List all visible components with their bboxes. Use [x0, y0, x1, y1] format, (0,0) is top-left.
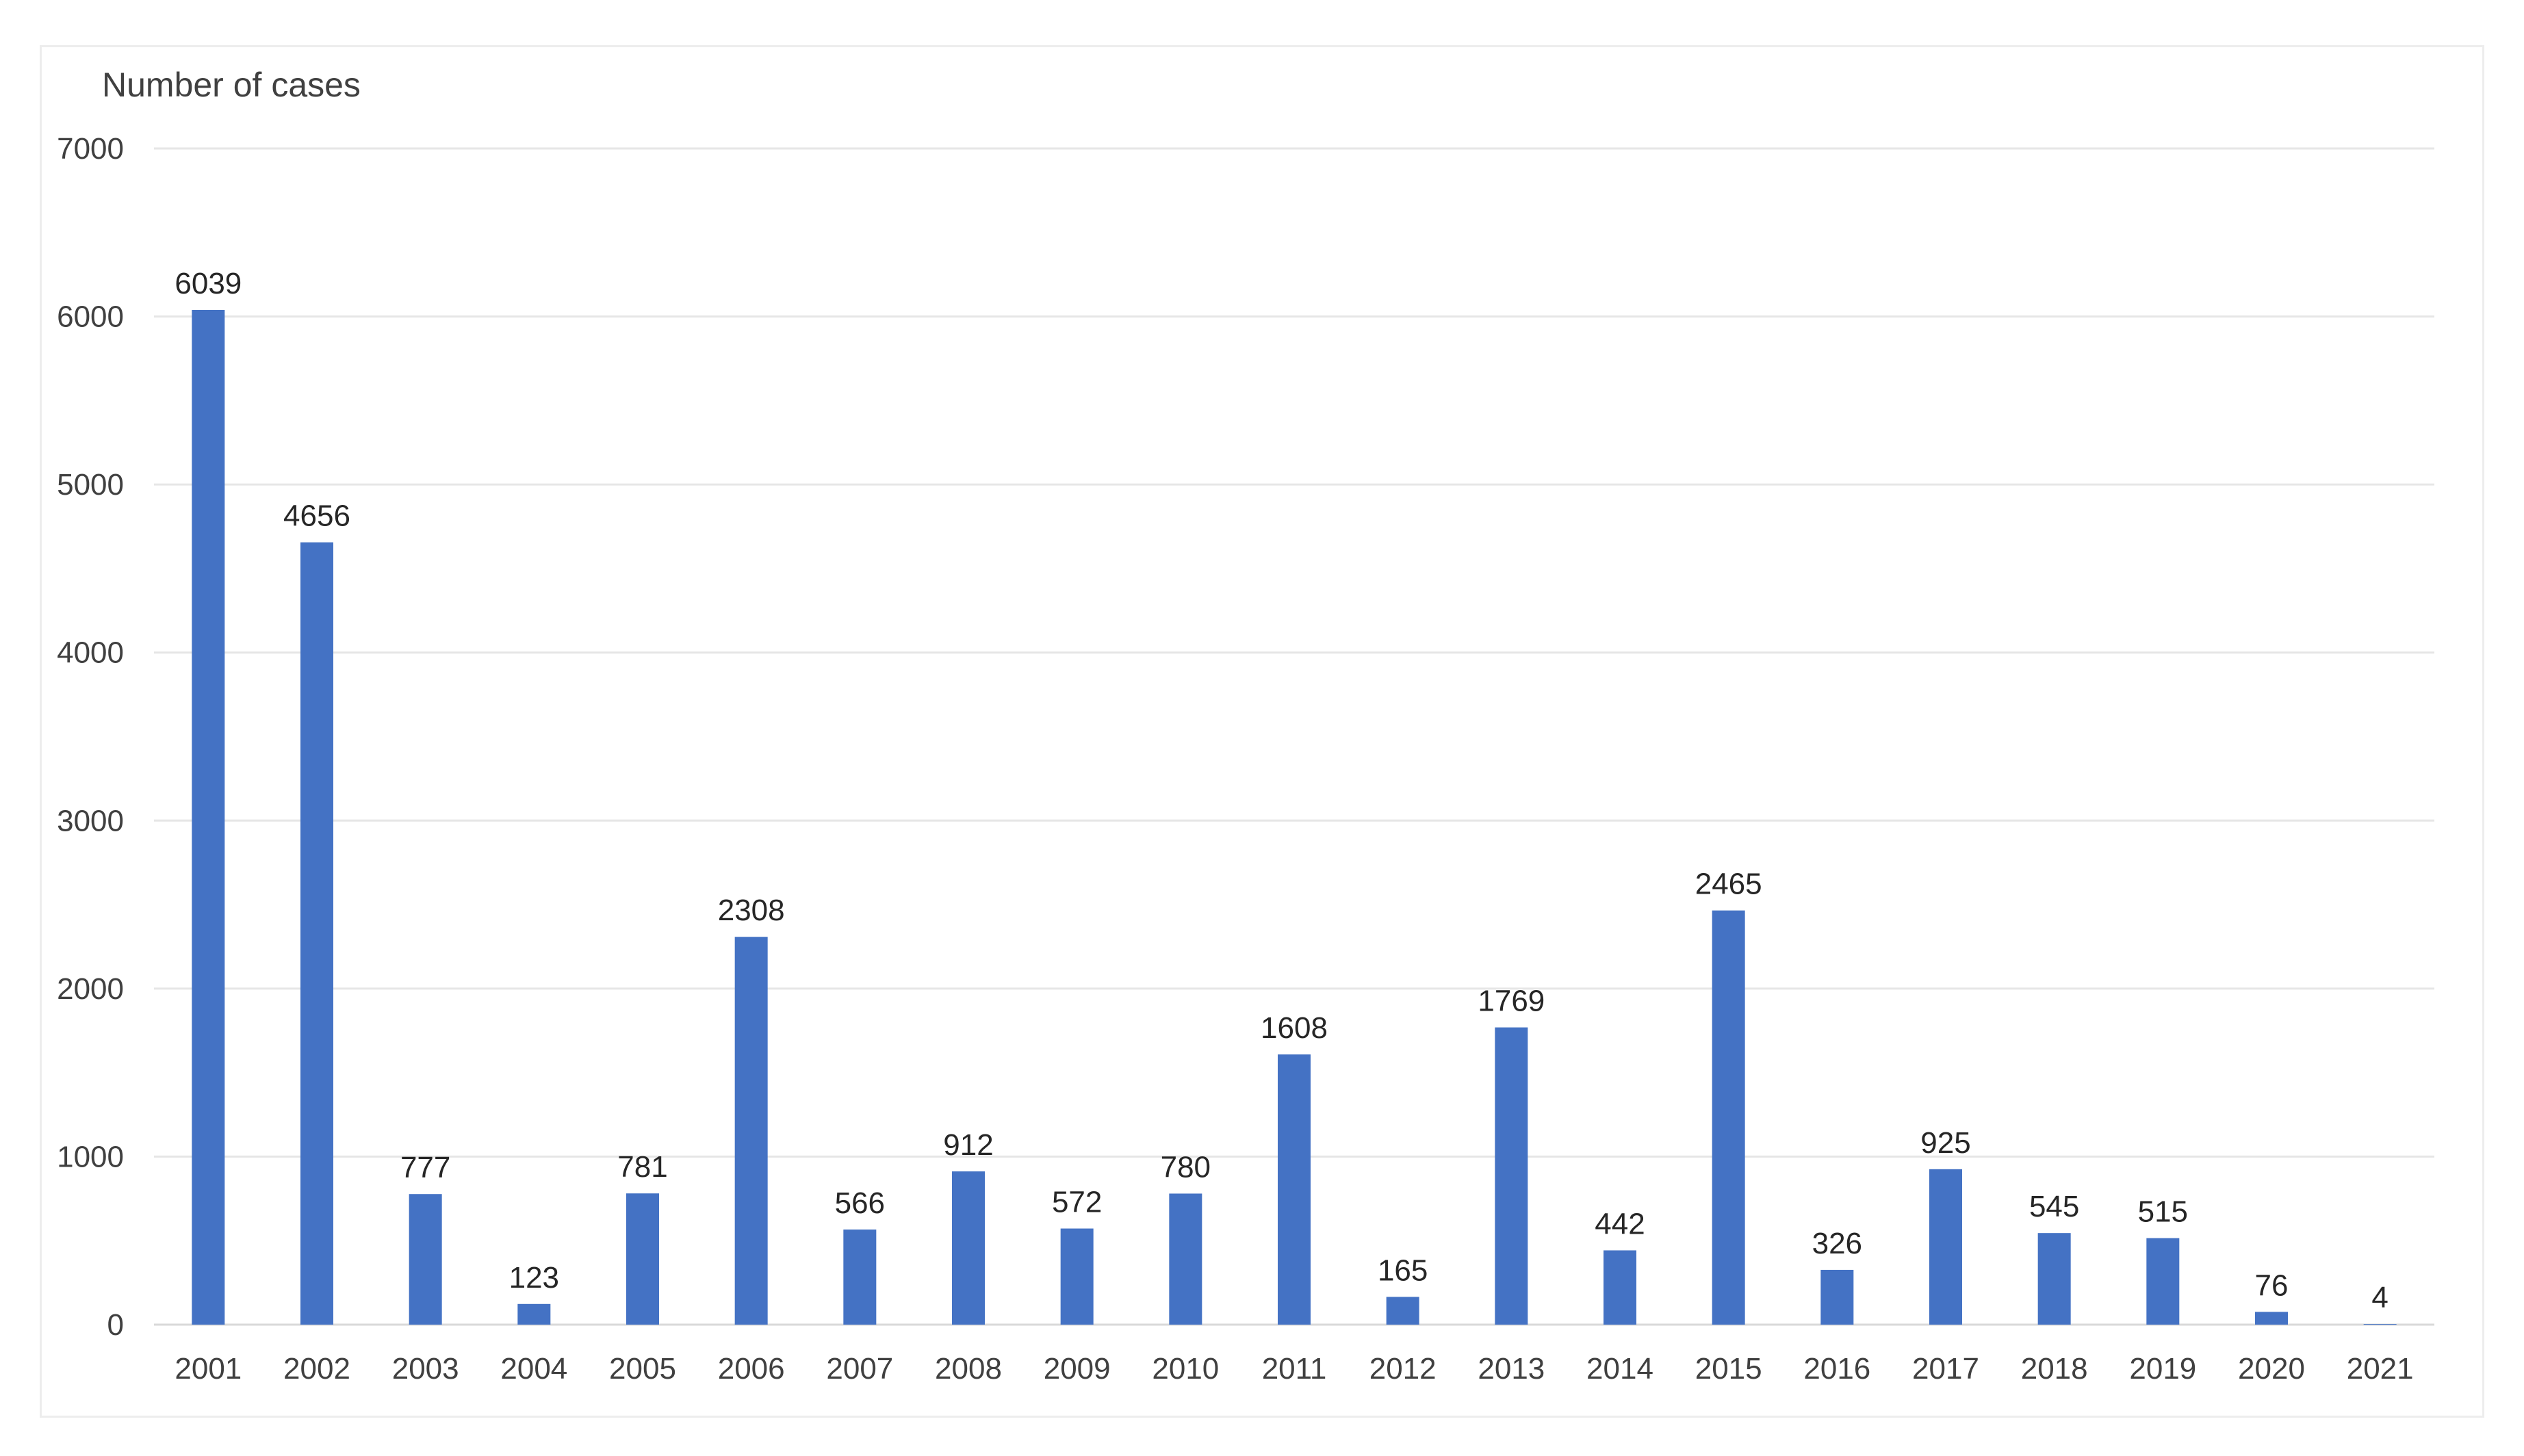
data-label-2015: 2465 — [1695, 868, 1762, 901]
x-tick-label-2009: 2009 — [1044, 1352, 1111, 1386]
y-tick-label: 7000 — [57, 132, 124, 166]
data-label-2016: 326 — [1812, 1227, 1862, 1260]
data-label-2004: 123 — [509, 1261, 559, 1295]
x-axis-ticks: 2001 2002 2003 2004 2005 2006 2007 2008 2009 2010… — [175, 1352, 2413, 1386]
x-tick-label-2016: 2016 — [1803, 1352, 1870, 1386]
y-tick-label: 2000 — [57, 972, 124, 1006]
data-label-2008: 912 — [943, 1128, 993, 1162]
x-tick-label-2010: 2010 — [1152, 1352, 1219, 1386]
bar-2009 — [1060, 1228, 1094, 1325]
x-tick-label-2003: 2003 — [392, 1352, 459, 1386]
bar-chart: Number of cases 0 1000 2000 3000 4000 5000 600… — [57, 66, 2434, 1386]
y-tick-label: 1000 — [57, 1140, 124, 1173]
data-label-2021: 4 — [2371, 1281, 2388, 1314]
data-label-2010: 780 — [1161, 1150, 1211, 1184]
x-tick-label-2002: 2002 — [283, 1352, 350, 1386]
bar-2016 — [1820, 1269, 1854, 1325]
gridlines — [154, 147, 2434, 1326]
data-label-2019: 515 — [2138, 1195, 2188, 1229]
x-tick-label-2020: 2020 — [2238, 1352, 2305, 1386]
x-tick-label-2021: 2021 — [2347, 1352, 2414, 1386]
y-tick-label: 6000 — [57, 300, 124, 334]
x-tick-label-2012: 2012 — [1369, 1352, 1437, 1386]
bar-2014 — [1604, 1250, 1636, 1325]
bar-2013 — [1495, 1027, 1528, 1325]
x-tick-label-2014: 2014 — [1586, 1352, 1653, 1386]
x-tick-label-2004: 2004 — [500, 1352, 567, 1386]
bar-2004 — [517, 1303, 551, 1325]
data-label-2003: 777 — [400, 1151, 450, 1184]
y-tick-label: 3000 — [57, 804, 124, 837]
y-tick-label: 5000 — [57, 468, 124, 502]
bar-2007 — [843, 1230, 877, 1325]
bar-2019 — [2146, 1238, 2180, 1325]
x-tick-label-2008: 2008 — [935, 1352, 1002, 1386]
data-label-2007: 566 — [835, 1186, 885, 1220]
x-tick-label-2019: 2019 — [2129, 1352, 2196, 1386]
x-tick-label-2011: 2011 — [1262, 1352, 1327, 1386]
bar-2010 — [1169, 1193, 1202, 1325]
data-label-2002: 4656 — [283, 499, 350, 533]
bar-2020 — [2255, 1312, 2288, 1325]
x-tick-label-2007: 2007 — [826, 1352, 893, 1386]
data-label-2005: 781 — [617, 1150, 667, 1184]
bar-2005 — [626, 1193, 659, 1325]
bar-2008 — [952, 1171, 985, 1325]
data-label-2012: 165 — [1378, 1253, 1428, 1287]
bar-2021 — [2363, 1324, 2397, 1325]
data-labels: 6039 4656 777 123 781 2308 566 912 572 780 1608 165… — [175, 267, 2388, 1314]
bar-2017 — [1929, 1169, 1962, 1325]
x-tick-label-2005: 2005 — [609, 1352, 676, 1386]
chart-frame: Number of cases 0 1000 2000 3000 4000 5000 600… — [40, 45, 2484, 1418]
y-axis-ticks: 0 1000 2000 3000 4000 5000 6000 7000 — [57, 132, 124, 1342]
y-tick-label: 4000 — [57, 636, 124, 670]
data-label-2013: 1769 — [1478, 985, 1545, 1018]
bar-2002 — [300, 542, 333, 1325]
bar-2012 — [1386, 1297, 1419, 1325]
bar-2003 — [409, 1194, 442, 1325]
bar-2015 — [1712, 910, 1745, 1325]
x-tick-label-2013: 2013 — [1478, 1352, 1545, 1386]
data-label-2017: 925 — [1920, 1126, 1970, 1160]
bar-2011 — [1278, 1054, 1311, 1325]
data-label-2006: 2308 — [718, 894, 785, 927]
bar-2006 — [734, 937, 768, 1325]
data-label-2009: 572 — [1052, 1186, 1102, 1219]
y-tick-label: 0 — [107, 1308, 124, 1342]
x-tick-label-2001: 2001 — [175, 1352, 242, 1386]
y-axis-title: Number of cases — [102, 66, 361, 104]
x-tick-label-2015: 2015 — [1695, 1352, 1762, 1386]
bar-2018 — [2037, 1233, 2071, 1325]
data-label-2011: 1608 — [1261, 1011, 1328, 1045]
bar-2001 — [192, 309, 225, 1325]
x-tick-label-2017: 2017 — [1912, 1352, 1979, 1386]
bars — [192, 309, 2397, 1325]
x-tick-label-2006: 2006 — [718, 1352, 785, 1386]
data-label-2014: 442 — [1595, 1207, 1645, 1240]
data-label-2018: 545 — [2029, 1190, 2079, 1223]
x-tick-label-2018: 2018 — [2021, 1352, 2088, 1386]
data-label-2020: 76 — [2255, 1269, 2289, 1302]
data-label-2001: 6039 — [175, 267, 242, 300]
